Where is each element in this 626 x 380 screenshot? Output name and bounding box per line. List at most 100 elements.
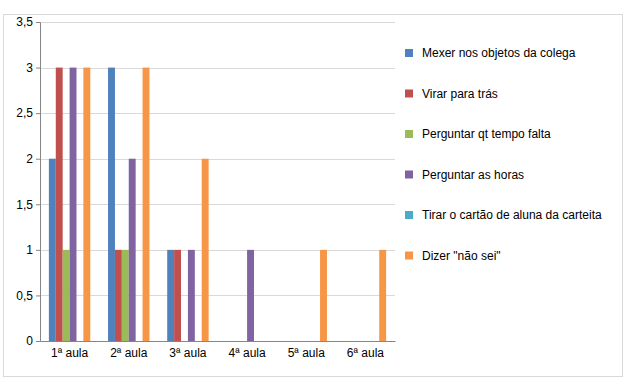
bar <box>313 341 320 342</box>
grid-line <box>40 341 395 342</box>
legend: Mexer nos objetos da colega Virar para tr… <box>405 46 602 263</box>
bars <box>49 68 386 341</box>
y-tick: 3,5 <box>16 15 40 29</box>
bar <box>108 68 115 341</box>
legend-label: Virar para trás <box>422 87 498 101</box>
grid-line <box>40 113 395 114</box>
y-tick-mark <box>36 159 40 160</box>
y-tick-mark <box>36 341 40 342</box>
chart: 0 0,5 1 1,5 2 2,5 3 3,5 1ª aula 2ª aula 3ª aula 4ª … <box>0 0 626 380</box>
bar <box>372 341 379 342</box>
y-tick: 2 <box>26 152 40 166</box>
bar <box>195 341 202 342</box>
y-axis: 0 0,5 1 1,5 2 2,5 3 3,5 <box>16 15 40 348</box>
x-tick-label: 1ª aula <box>51 346 88 360</box>
x-tick-label: 4ª aula <box>229 346 266 360</box>
grid-line <box>40 68 395 69</box>
y-tick: 1 <box>26 243 40 257</box>
bar <box>292 341 299 342</box>
bar <box>167 250 174 341</box>
legend-swatch <box>405 49 413 57</box>
grid-line <box>40 22 395 23</box>
y-tick-mark <box>36 22 40 23</box>
bar-series <box>83 68 386 341</box>
legend-label: Mexer nos objetos da colega <box>422 46 576 60</box>
y-tick: 3 <box>26 61 40 75</box>
bar <box>359 341 366 342</box>
y-tick-label: 1 <box>26 243 33 257</box>
bar <box>63 250 70 341</box>
legend-label: Perguntar qt tempo falta <box>422 127 551 141</box>
bar <box>352 341 359 342</box>
legend-label: Dizer "não sei" <box>422 249 501 263</box>
x-tick: 6ª aula <box>347 341 384 360</box>
y-tick-label: 3 <box>26 61 33 75</box>
bar <box>286 341 293 342</box>
bar <box>306 341 313 342</box>
legend-swatch <box>405 90 413 98</box>
chart-frame <box>4 15 623 377</box>
bar <box>115 250 122 341</box>
bar <box>202 159 209 341</box>
bar <box>320 250 327 341</box>
y-tick-label: 0 <box>26 334 33 348</box>
y-tick-mark <box>36 295 40 296</box>
bar <box>299 341 306 342</box>
bar <box>174 250 181 341</box>
x-tick-label: 2ª aula <box>110 346 147 360</box>
bar <box>379 250 386 341</box>
bar <box>122 250 129 341</box>
bar <box>226 341 233 342</box>
y-tick-label: 2,5 <box>16 106 33 120</box>
x-axis: 1ª aula 2ª aula 3ª aula 4ª aula 5ª aula 6ª au… <box>41 341 396 360</box>
bar <box>129 159 136 341</box>
legend-label: Perguntar as horas <box>422 168 524 182</box>
x-tick-label: 5ª aula <box>288 346 325 360</box>
y-tick-label: 1,5 <box>16 198 33 212</box>
y-tick-label: 2 <box>26 152 33 166</box>
bar <box>365 341 372 342</box>
grid-line <box>40 250 395 251</box>
legend-swatch <box>405 130 413 138</box>
grid <box>40 23 395 342</box>
y-tick: 2,5 <box>16 106 40 120</box>
bar <box>254 341 261 342</box>
grid-line <box>40 204 395 205</box>
bar <box>261 341 268 342</box>
bar-series <box>49 68 174 341</box>
bar <box>56 68 63 341</box>
grid-line <box>40 159 395 160</box>
y-tick-mark <box>36 113 40 114</box>
bar <box>240 341 247 342</box>
x-tick: 3ª aula <box>169 341 206 360</box>
y-tick: 0,5 <box>16 289 40 303</box>
grid-line <box>40 295 395 296</box>
x-tick: 5ª aula <box>288 341 325 360</box>
x-axis-line <box>41 341 396 342</box>
bar <box>345 341 352 342</box>
y-tick: 0 <box>26 334 40 348</box>
y-tick-mark <box>36 250 40 251</box>
legend-swatch <box>405 211 413 219</box>
bar <box>188 250 195 341</box>
bar <box>247 250 254 341</box>
bar <box>49 159 56 341</box>
bar <box>83 68 90 341</box>
bar <box>181 341 188 342</box>
x-tick: 2ª aula <box>110 341 147 360</box>
y-tick: 1,5 <box>16 198 40 212</box>
legend-label: Tirar o cartão de aluna da carteita <box>422 208 602 222</box>
x-tick: 1ª aula <box>51 341 88 360</box>
bar-series <box>56 68 181 341</box>
bar <box>143 68 150 341</box>
bar <box>70 68 77 341</box>
bar <box>233 341 240 342</box>
y-tick-mark <box>36 204 40 205</box>
y-tick-label: 0,5 <box>16 289 33 303</box>
legend-swatch <box>405 171 413 179</box>
bar <box>76 341 83 342</box>
bar <box>136 341 143 342</box>
y-tick-label: 3,5 <box>16 15 33 29</box>
x-tick-label: 3ª aula <box>169 346 206 360</box>
legend-swatch <box>405 252 413 260</box>
